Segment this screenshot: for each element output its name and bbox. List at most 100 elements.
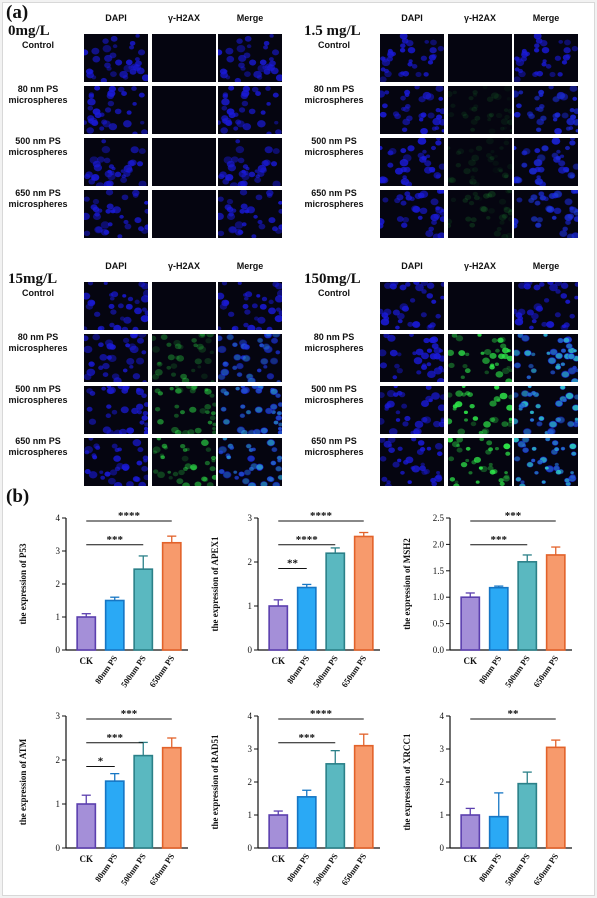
significance-label: *** (107, 732, 124, 744)
merge-image (218, 282, 282, 330)
row-label: 80 nm PS microspheres (8, 84, 68, 105)
category-label: CK (464, 656, 478, 666)
column-header: Merge (532, 13, 560, 23)
category-label: 80nm PS (477, 653, 504, 685)
y-tick-label: 2 (56, 579, 61, 589)
dapi-image (84, 86, 148, 134)
category-label: CK (272, 854, 286, 864)
merge-image (218, 334, 282, 382)
row-label: 500 nm PS microspheres (8, 384, 68, 405)
row-label: 650 nm PS microspheres (8, 436, 68, 457)
significance-label: **** (118, 510, 141, 522)
bar (133, 754, 154, 849)
merge-image (514, 282, 578, 330)
y-axis-label: the expression of MSH2 (402, 538, 412, 630)
dapi-image (380, 282, 444, 330)
expression-bar-chart: 0.0 0.5 1.0 1.5 2.0 2.5 the expression of MSH2… (392, 502, 580, 697)
dapi-image (380, 334, 444, 382)
bar (104, 780, 125, 849)
y-tick-label: 1.0 (433, 592, 445, 602)
merge-image (218, 438, 282, 486)
category-label: 80nm PS (285, 851, 312, 883)
y-tick-label: 0.0 (433, 645, 445, 655)
h2ax-image (448, 438, 512, 486)
y-axis-label: the expression of ATM (18, 738, 28, 825)
category-label: 650nm PS (531, 653, 560, 689)
h2ax-image (448, 34, 512, 82)
merge-image (218, 190, 282, 238)
category-label: 500nm PS (311, 851, 340, 887)
bar (76, 616, 97, 651)
chart-svg: 0 1 2 3 4 the expression of RAD51 CK 80nm PS 500… (210, 708, 380, 887)
bar (545, 554, 566, 651)
dapi-image (380, 190, 444, 238)
h2ax-image (448, 282, 512, 330)
significance-label: ** (508, 708, 520, 720)
y-tick-label: 3 (56, 546, 61, 556)
bar (353, 535, 374, 651)
bar (325, 763, 346, 849)
expression-bar-chart: 0 1 2 3 4 the expression of XRCC1 CK 80nm PS 500… (392, 700, 580, 895)
merge-image (218, 138, 282, 186)
dapi-image (84, 334, 148, 382)
y-tick-label: 1 (248, 810, 253, 820)
category-label: 500nm PS (503, 653, 532, 689)
y-tick-label: 0 (248, 645, 253, 655)
bar (488, 815, 509, 849)
bar (161, 746, 182, 849)
y-tick-label: 3 (248, 744, 253, 754)
dapi-image (84, 282, 148, 330)
column-header: γ-H2AX (463, 261, 496, 271)
category-label: 650nm PS (339, 851, 368, 887)
category-label: 500nm PS (119, 653, 148, 689)
concentration-label: 1.5 mg/L (304, 23, 361, 39)
row-label: 500 nm PS microspheres (8, 136, 68, 157)
row-label: 650 nm PS microspheres (8, 188, 68, 209)
significance-label: *** (107, 534, 124, 546)
row-label: 650 nm PS microspheres (304, 188, 364, 209)
h2ax-image (152, 34, 216, 82)
bar (353, 744, 374, 849)
concentration-label: 150mg/L (304, 271, 361, 287)
merge-image (218, 34, 282, 82)
bar (161, 541, 182, 651)
h2ax-image (448, 138, 512, 186)
merge-image (514, 334, 578, 382)
y-axis-label: the expression of P53 (18, 543, 28, 625)
merge-image (514, 34, 578, 82)
bar (104, 599, 125, 651)
concentration-label: 0mg/L (8, 23, 50, 39)
category-label: 500nm PS (503, 851, 532, 887)
chart-svg: 0 1 2 3 the expression of APEX1 CK 80nm PS 500n… (210, 510, 380, 689)
category-label: CK (80, 854, 94, 864)
category-label: 80nm PS (285, 653, 312, 685)
merge-image (514, 138, 578, 186)
y-tick-label: 2.5 (433, 513, 445, 523)
bar (296, 586, 317, 651)
panel-a-label: (a) (6, 2, 29, 23)
significance-label: *** (491, 534, 508, 546)
bar (545, 746, 566, 849)
h2ax-image (152, 386, 216, 434)
y-tick-label: 2 (248, 557, 253, 567)
category-label: CK (272, 656, 286, 666)
dapi-image (380, 438, 444, 486)
y-tick-label: 3 (248, 513, 253, 523)
expression-bar-chart: 0 1 2 3 the expression of ATM CK 80nm PS 500nm … (8, 700, 196, 895)
y-tick-label: 4 (248, 711, 253, 721)
h2ax-image (152, 138, 216, 186)
category-label: 650nm PS (147, 653, 176, 689)
bar (460, 596, 481, 651)
merge-image (514, 190, 578, 238)
merge-image (514, 86, 578, 134)
column-header: γ-H2AX (167, 261, 200, 271)
category-label: 80nm PS (93, 851, 120, 883)
significance-label: **** (310, 708, 333, 720)
column-header: DAPI (105, 13, 127, 23)
category-label: 650nm PS (147, 851, 176, 887)
y-tick-label: 0 (56, 645, 61, 655)
chart-svg: 0.0 0.5 1.0 1.5 2.0 2.5 the expression of MSH2… (402, 510, 572, 689)
expression-bar-chart: 0 1 2 3 4 the expression of P53 CK 80nm PS 500nm… (8, 502, 196, 697)
category-label: 80nm PS (93, 653, 120, 685)
dapi-image (380, 34, 444, 82)
